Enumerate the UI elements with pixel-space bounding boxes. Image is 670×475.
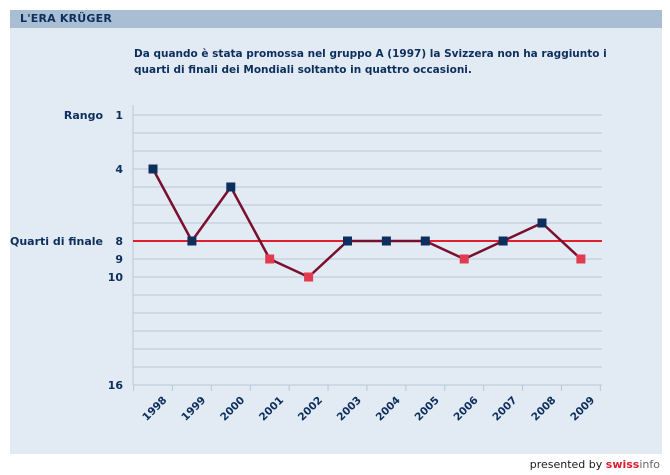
data-point-2000: [226, 182, 236, 192]
data-point-1998: [148, 164, 158, 174]
footer-credit: presented by swissinfo: [530, 458, 660, 471]
data-point-2005: [420, 236, 430, 246]
x-tick-label: 1999: [179, 394, 208, 423]
footer-prefix: presented by: [529, 458, 606, 471]
x-tick-label: 2007: [490, 394, 519, 423]
y-tick-label: 8: [115, 235, 123, 248]
data-point-2008: [537, 218, 547, 228]
data-point-2003: [343, 236, 352, 246]
x-tick-label: 1998: [140, 394, 169, 423]
subtitle-line-2: quarti di finali dei Mondiali soltanto i…: [134, 64, 472, 76]
subtitle-line-1: Da quando è stata promossa nel gruppo A …: [134, 48, 607, 60]
y-tick-label: 9: [115, 253, 123, 266]
title-bar: L'ERA KRÜGER: [10, 10, 662, 28]
x-tick-label: 2004: [374, 394, 403, 423]
data-point-2007: [498, 236, 508, 246]
data-point-2004: [381, 236, 391, 246]
y-tick-label: 4: [115, 163, 123, 176]
x-tick-label: 2001: [257, 394, 286, 423]
y-axis-title: Rango: [64, 109, 104, 122]
y-tick-label: 16: [108, 379, 124, 392]
brand-info: info: [639, 458, 660, 471]
reference-line-label: Quarti di finale: [10, 235, 103, 248]
y-tick-label: 10: [108, 271, 124, 284]
data-point-2001: [265, 254, 275, 264]
x-tick-label: 2006: [452, 394, 481, 423]
series-line: [151, 168, 582, 279]
data-point-2002: [304, 272, 314, 282]
x-tick-label: 2000: [218, 394, 247, 423]
chart-subtitle: Da quando è stata promossa nel gruppo A …: [134, 46, 634, 78]
brand-swiss: swiss: [605, 458, 640, 471]
data-point-2006: [459, 254, 469, 264]
x-tick-label: 2005: [413, 394, 442, 423]
chart-title: L'ERA KRÜGER: [20, 12, 113, 25]
data-point-1999: [187, 236, 197, 246]
x-tick-label: 2009: [568, 394, 597, 423]
x-tick-label: 2002: [296, 394, 325, 423]
x-tick-label: 2008: [529, 394, 558, 423]
y-tick-label: 1: [115, 109, 123, 122]
data-point-2009: [576, 254, 586, 264]
x-tick-label: 2003: [335, 394, 364, 423]
